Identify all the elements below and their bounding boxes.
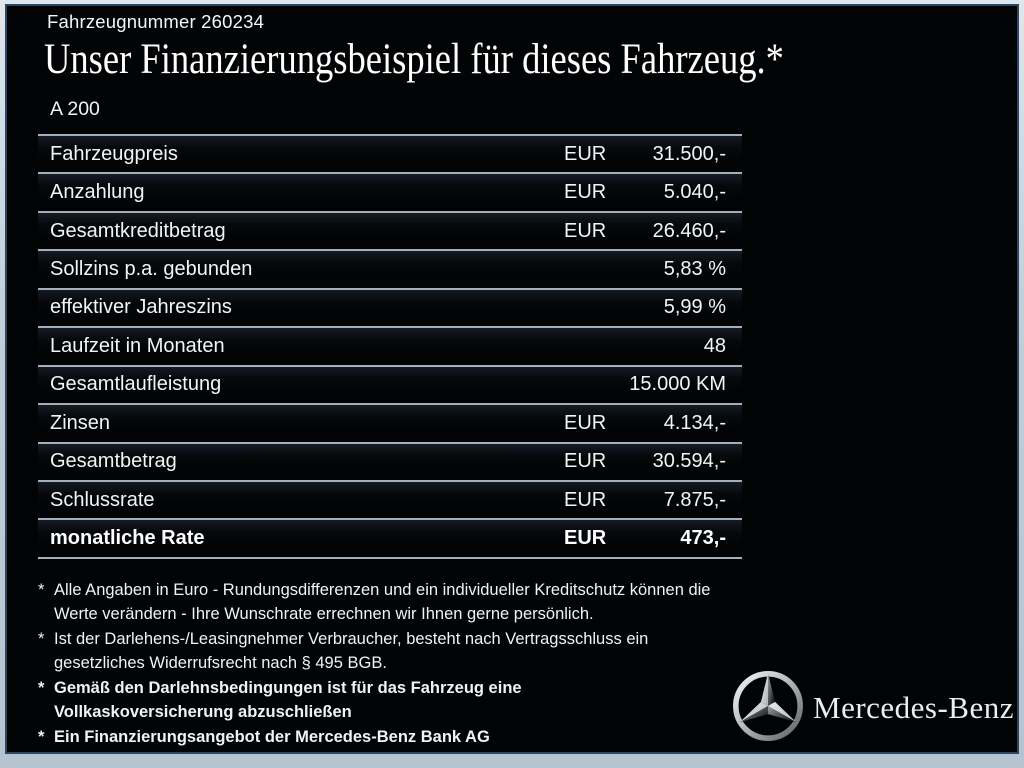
row-label: Zinsen — [50, 411, 111, 434]
footnote-line: Ein Finanzierungsangebot der Mercedes-Be… — [54, 728, 490, 746]
table-row: Zinsen EUR 4.134,- — [38, 403, 742, 442]
vehicle-number: Fahrzeugnummer 260234 — [47, 11, 265, 32]
row-label: effektiver Jahreszins — [50, 296, 232, 319]
table-row: Laufzeit in Monaten 48 — [38, 326, 742, 365]
row-value: 4.134,- — [663, 411, 726, 434]
table-row-monthly-rate: monatliche Rate EUR 473,- — [38, 518, 742, 559]
footnote-line: Alle Angaben in Euro - Rundungsdifferenz… — [54, 581, 711, 599]
row-label: Laufzeit in Monaten — [50, 334, 225, 357]
row-currency: EUR — [564, 488, 607, 511]
row-currency: EUR — [564, 219, 607, 242]
table-row: effektiver Jahreszins 5,99 % — [38, 287, 742, 327]
finance-table: Fahrzeugpreis EUR 31.500,- Anzahlung EUR… — [38, 134, 742, 559]
table-row: Gesamtbetrag EUR 30.594,- — [38, 441, 742, 480]
footnote: * Ein Finanzierungsangebot der Mercedes-… — [38, 725, 752, 749]
model-name: A 200 — [50, 98, 100, 120]
row-currency: EUR — [564, 181, 607, 204]
row-value: 26.460,- — [652, 219, 726, 242]
row-label: Fahrzeugpreis — [50, 142, 178, 165]
row-value: 473,- — [680, 527, 726, 550]
row-label: Gesamtkreditbetrag — [50, 219, 226, 242]
row-currency: EUR — [564, 142, 607, 165]
footnote: * Gemäß den Darlehnsbedingungen ist für … — [38, 676, 752, 724]
row-value: 15.000 KM — [629, 373, 726, 396]
row-value: 5.040,- — [663, 181, 726, 204]
row-currency: EUR — [564, 411, 607, 434]
row-value: 31.500,- — [652, 142, 726, 165]
footnote-line: Werte verändern - Ihre Wunschrate errech… — [54, 605, 594, 623]
footnote: * Alle Angaben in Euro - Rundungsdiffere… — [38, 578, 752, 626]
footnote-line: Vollkaskoversicherung abzuschließen — [54, 703, 352, 721]
footnote-line: Gemäß den Darlehnsbedingungen ist für da… — [54, 679, 522, 697]
table-row: Sollzins p.a. gebunden 5,83 % — [38, 249, 742, 288]
table-row: Gesamtlaufleistung 15.000 KM — [38, 364, 742, 404]
row-label: Gesamtbetrag — [50, 450, 177, 473]
footnote-marker: * — [38, 679, 45, 697]
row-value: 30.594,- — [652, 450, 726, 473]
row-value: 5,83 % — [663, 258, 726, 281]
table-row: Fahrzeugpreis EUR 31.500,- — [38, 134, 742, 173]
page-title: Unser Finanzierungsbeispiel für dieses F… — [44, 36, 784, 83]
brand-name: Mercedes-Benz — [813, 690, 1015, 725]
footnote-line: gesetzliches Widerrufsrecht nach § 495 B… — [54, 654, 387, 672]
row-label: Anzahlung — [50, 181, 145, 204]
row-label: Sollzins p.a. gebunden — [50, 258, 253, 281]
footnote-marker: * — [38, 728, 45, 746]
footnote-marker: * — [38, 581, 45, 599]
row-value: 5,99 % — [663, 296, 726, 319]
row-value: 7.875,- — [663, 488, 726, 511]
footnote: * Ist der Darlehens-/Leasingnehmer Verbr… — [38, 627, 752, 675]
row-label: Schlussrate — [50, 488, 155, 511]
table-row: Schlussrate EUR 7.875,- — [38, 479, 742, 519]
table-row: Gesamtkreditbetrag EUR 26.460,- — [38, 210, 742, 250]
footnote-marker: * — [38, 630, 45, 648]
row-label: monatliche Rate — [50, 527, 205, 550]
footnote-line: Ist der Darlehens-/Leasingnehmer Verbrau… — [54, 630, 649, 648]
row-currency: EUR — [564, 527, 607, 550]
row-currency: EUR — [564, 450, 607, 473]
row-label: Gesamtlaufleistung — [50, 373, 222, 396]
row-value: 48 — [703, 334, 726, 357]
table-row: Anzahlung EUR 5.040,- — [38, 172, 742, 211]
content-panel: Fahrzeugnummer 260234 Unser Finanzierung… — [5, 4, 1019, 754]
footnotes: * Alle Angaben in Euro - Rundungsdiffere… — [38, 578, 752, 750]
